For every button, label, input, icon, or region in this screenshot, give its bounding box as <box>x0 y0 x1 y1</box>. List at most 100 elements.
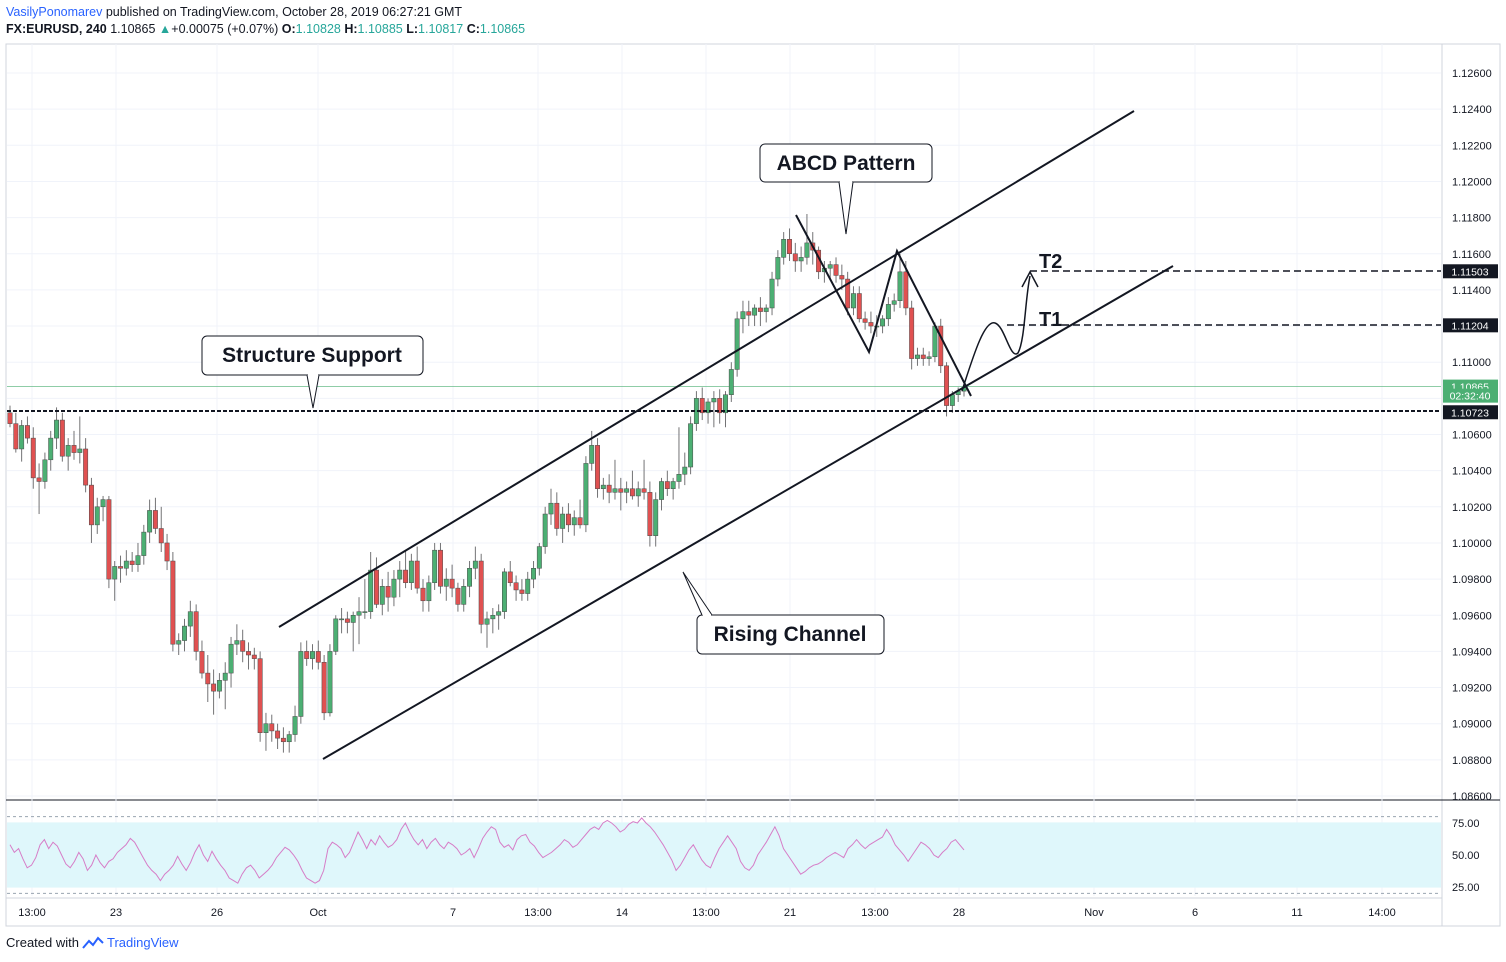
price-badge <box>1443 264 1498 279</box>
price-tick-label: 1.10200 <box>1452 502 1492 514</box>
candle-body <box>449 578 455 589</box>
candle-body <box>711 398 717 403</box>
candle-body <box>240 640 246 652</box>
published-text: published on TradingView.com, October 28… <box>105 5 463 19</box>
channel-lower-line[interactable] <box>322 265 1174 760</box>
candle-body <box>862 318 868 323</box>
candle-body <box>490 615 496 620</box>
candle-body <box>228 643 234 674</box>
candle-body <box>705 401 711 414</box>
candle-body <box>653 499 659 536</box>
price-tick-label: 1.08600 <box>1452 791 1492 803</box>
author-link[interactable]: VasilyPonomarev <box>6 5 103 19</box>
structure-support-callout[interactable]: Structure Support <box>201 335 424 409</box>
candle-body <box>350 615 356 623</box>
candle-body <box>723 394 728 414</box>
candle-body <box>216 680 222 692</box>
candle-body <box>397 569 403 580</box>
candle-body <box>106 499 112 580</box>
abcd-pattern-lines[interactable] <box>795 214 972 397</box>
candle-body <box>432 549 438 583</box>
rsi-tick-label: 25.00 <box>1452 882 1480 894</box>
candle-body <box>176 640 182 645</box>
candle-body <box>618 488 624 493</box>
candles <box>7 213 967 753</box>
candle-body <box>205 672 211 685</box>
symbol-label[interactable]: FX:EURUSD, 240 <box>6 22 107 36</box>
candle-body <box>13 423 19 450</box>
candle-body <box>333 618 339 652</box>
last-price: 1.10865 <box>110 22 156 36</box>
projection-arrow-icon <box>1021 270 1039 288</box>
candle-body <box>147 510 153 533</box>
price-badge <box>1443 318 1498 333</box>
candle-body <box>554 502 560 529</box>
candle-body <box>36 477 42 482</box>
candle-body <box>83 448 89 486</box>
candle-body <box>158 528 164 544</box>
candle-body <box>787 239 792 254</box>
candle-body <box>222 672 228 681</box>
change-arrow-icon: ▲ <box>158 22 172 36</box>
candle-body <box>269 723 275 732</box>
t1-label: T1 <box>1039 309 1062 331</box>
rsi-line <box>9 817 965 884</box>
time-tick-label: 13:00 <box>692 907 720 919</box>
price-tick-label: 1.12000 <box>1452 176 1492 188</box>
candle-body <box>94 506 100 526</box>
candle-body <box>199 651 205 674</box>
candle-body <box>25 425 30 439</box>
rising-channel-callout-pointer <box>682 571 713 616</box>
candle-body <box>769 278 775 309</box>
candle-body <box>664 481 670 489</box>
close-label: C: <box>466 22 480 36</box>
candle-body <box>461 586 467 605</box>
candle-body <box>234 640 240 645</box>
time-tick-label: Nov <box>1084 907 1104 919</box>
candle-body <box>880 318 886 327</box>
candle-body <box>77 448 83 453</box>
time-tick-label: 23 <box>110 907 122 919</box>
candle-body <box>496 611 502 616</box>
footer: Created with TradingView <box>6 935 179 950</box>
price-tick-label: 1.12600 <box>1452 68 1492 80</box>
candle-body <box>403 569 409 583</box>
candle-body <box>868 322 874 327</box>
open-value: 1.10828 <box>295 22 341 36</box>
tradingview-brand-link[interactable]: TradingView <box>106 935 179 950</box>
abcd-callout[interactable]: ABCD Pattern <box>759 143 933 235</box>
candle-body <box>246 651 251 656</box>
candle-body <box>321 661 327 714</box>
created-with-text: Created with <box>6 935 79 950</box>
candle-body <box>385 586 391 598</box>
candle-body <box>356 611 362 616</box>
price-tick-label: 1.10400 <box>1452 466 1492 478</box>
candle-body <box>798 257 804 262</box>
candle-body <box>752 307 758 316</box>
candle-body <box>280 737 286 743</box>
low-label: L: <box>406 22 419 36</box>
candle-body <box>65 445 71 457</box>
time-tick-label: 13:00 <box>861 907 889 919</box>
rising-channel-callout[interactable]: Rising Channel <box>682 571 885 655</box>
candle-body <box>263 723 269 733</box>
candle-body <box>42 459 48 482</box>
candle-body <box>699 398 705 414</box>
candle-body <box>920 354 926 359</box>
candle-body <box>845 278 851 309</box>
time-tick-label: Oct <box>309 907 326 919</box>
candle-body <box>467 568 472 587</box>
candle-body <box>560 513 566 529</box>
candle-body <box>781 239 787 258</box>
candle-body <box>565 513 571 526</box>
price-badge-label: 1.11204 <box>1451 320 1488 332</box>
abcd-callout-text: ABCD Pattern <box>777 152 916 175</box>
candle-body <box>624 488 630 493</box>
candle-body <box>717 398 723 414</box>
time-tick-label: 14:00 <box>1368 907 1396 919</box>
channel-upper-line[interactable] <box>278 110 1135 628</box>
candle-body <box>897 271 903 301</box>
time-tick-label: 21 <box>784 907 796 919</box>
